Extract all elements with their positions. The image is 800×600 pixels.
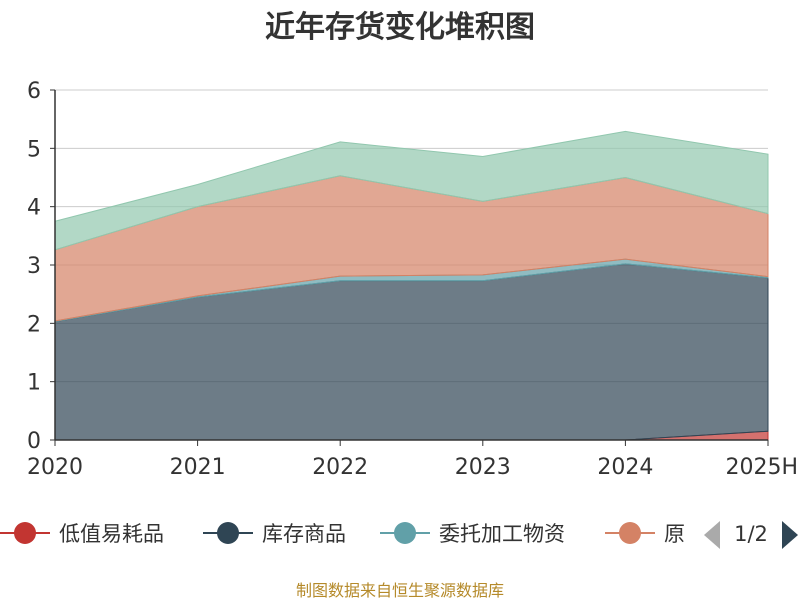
y-tick-labels: 0 1 2 3 4 5 6 bbox=[27, 79, 41, 454]
legend-pager[interactable]: 1/2 bbox=[704, 521, 798, 549]
pager-next-icon[interactable] bbox=[782, 521, 798, 549]
x-tick-label: 2023 bbox=[455, 455, 511, 480]
x-tick-label: 2024 bbox=[597, 455, 653, 480]
legend-label: 委托加工物资 bbox=[439, 522, 565, 546]
area-series bbox=[54, 130, 769, 441]
legend-marker bbox=[394, 522, 416, 544]
y-tick-label: 5 bbox=[27, 137, 41, 162]
legend-item-库存商品[interactable]: 库存商品 bbox=[203, 522, 346, 546]
chart-title: 近年存货变化堆积图 bbox=[265, 10, 535, 45]
y-tick-label: 2 bbox=[27, 312, 41, 337]
legend-label: 原 bbox=[664, 522, 685, 546]
legend-marker bbox=[217, 522, 239, 544]
pager-prev-icon[interactable] bbox=[704, 521, 720, 549]
x-tick-label: 2025H bbox=[725, 455, 798, 480]
axes bbox=[54, 90, 769, 446]
y-tick-label: 1 bbox=[27, 371, 41, 396]
legend-label: 低值易耗品 bbox=[59, 522, 164, 546]
area-series-5 bbox=[54, 130, 769, 251]
y-tick-label: 6 bbox=[27, 79, 41, 104]
source-note: 制图数据来自恒生聚源数据库 bbox=[296, 581, 504, 600]
legend-marker bbox=[619, 522, 641, 544]
legend-item-低值易耗品[interactable]: 低值易耗品 bbox=[0, 522, 164, 546]
legend-item-委托加工物资[interactable]: 委托加工物资 bbox=[380, 522, 565, 546]
y-tick-label: 4 bbox=[27, 196, 41, 221]
x-tick-label: 2022 bbox=[312, 455, 368, 480]
legend-item-原[interactable]: 原 bbox=[605, 522, 685, 546]
y-tick-label: 3 bbox=[27, 254, 41, 279]
x-tick-label: 2020 bbox=[27, 455, 83, 480]
x-tick-label: 2021 bbox=[170, 455, 226, 480]
legend-label: 库存商品 bbox=[262, 522, 346, 546]
y-tick-label: 0 bbox=[27, 429, 41, 454]
legend-marker bbox=[14, 522, 36, 544]
legend[interactable]: 低值易耗品 库存商品 委托加工物资 原 bbox=[0, 522, 685, 546]
x-tick-labels: 2020 2021 2022 2023 2024 2025H bbox=[27, 455, 798, 480]
legend-items: 低值易耗品 库存商品 委托加工物资 原 bbox=[0, 522, 685, 546]
pager-status: 1/2 bbox=[734, 522, 768, 546]
